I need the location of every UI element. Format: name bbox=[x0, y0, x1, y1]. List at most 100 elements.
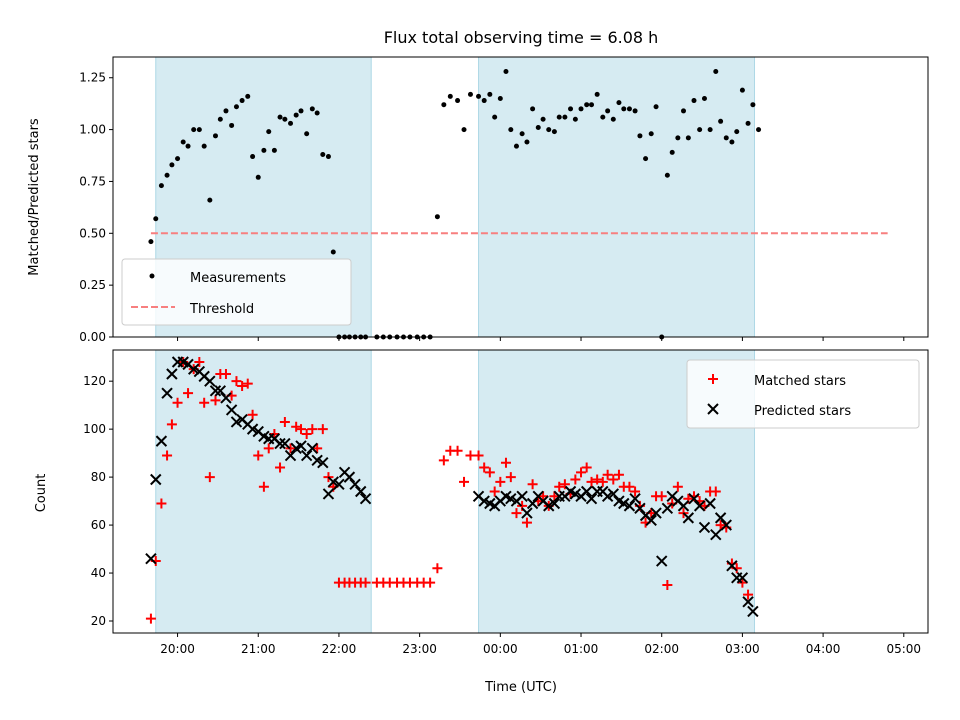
legend-bottom: Matched stars Predicted stars bbox=[686, 359, 920, 429]
matched-point-7 bbox=[183, 388, 194, 399]
top-point-53 bbox=[455, 98, 461, 104]
top-point-54 bbox=[461, 127, 467, 133]
top-point-91 bbox=[664, 172, 670, 178]
matched-point-53 bbox=[452, 445, 463, 456]
predicted-point-14 bbox=[220, 392, 232, 404]
bottom-axes-frame bbox=[112, 349, 929, 634]
matched-point-78 bbox=[592, 474, 603, 485]
top-point-108 bbox=[756, 127, 762, 133]
predicted-point-79 bbox=[677, 500, 690, 512]
matched-point-26 bbox=[285, 443, 296, 454]
top-point-11 bbox=[207, 197, 213, 203]
predicted-point-1 bbox=[150, 473, 162, 486]
top-point-88 bbox=[648, 131, 654, 137]
x-axis-label: Time (UTC) bbox=[484, 680, 557, 695]
matched-point-80 bbox=[602, 469, 613, 480]
matched-point-29 bbox=[301, 428, 312, 439]
top-point-83 bbox=[621, 106, 627, 112]
bottom-y-tick-label-3: 80 bbox=[91, 470, 106, 484]
predicted-point-13 bbox=[214, 385, 227, 397]
predicted-point-37 bbox=[343, 471, 356, 483]
top-point-89 bbox=[653, 104, 659, 110]
predicted-point-28 bbox=[295, 440, 307, 452]
top-point-23 bbox=[271, 147, 277, 153]
matched-point-90 bbox=[656, 491, 667, 502]
top-point-30 bbox=[309, 106, 315, 112]
top-point-100 bbox=[713, 69, 719, 75]
x-tick-label-6: 02:00 bbox=[644, 642, 679, 656]
top-y-tick-label-4: 1.00 bbox=[79, 123, 106, 137]
bottom-panel: 20 40 60 80 100 120 20:00 21:00 22:00 23:00 00:00 0… bbox=[83, 349, 929, 656]
predicted-point-4 bbox=[166, 368, 178, 380]
predicted-point-80 bbox=[682, 512, 695, 524]
top-point-32 bbox=[320, 151, 326, 157]
top-point-63 bbox=[513, 143, 519, 149]
top-point-0 bbox=[148, 239, 154, 245]
matched-point-17 bbox=[237, 380, 248, 391]
top-y-tick-label-3: 0.75 bbox=[79, 174, 106, 188]
top-point-64 bbox=[519, 131, 525, 137]
predicted-point-2 bbox=[155, 435, 168, 447]
top-point-59 bbox=[492, 114, 498, 120]
matched-point-12 bbox=[210, 395, 221, 406]
matched-point-59 bbox=[489, 486, 500, 497]
top-point-22 bbox=[266, 129, 272, 135]
top-point-57 bbox=[481, 98, 487, 104]
top-point-84 bbox=[626, 106, 632, 112]
top-point-8 bbox=[191, 127, 197, 133]
predicted-point-61 bbox=[580, 485, 593, 498]
matched-point-51 bbox=[438, 455, 449, 466]
predicted-point-90 bbox=[736, 572, 749, 584]
top-point-18 bbox=[245, 93, 251, 99]
top-point-99 bbox=[707, 127, 713, 133]
top-y-tick-label-5: 1.25 bbox=[79, 71, 106, 85]
top-point-95 bbox=[685, 135, 691, 141]
legend-measurements-marker bbox=[149, 273, 155, 279]
predicted-point-76 bbox=[661, 502, 674, 514]
matched-point-85 bbox=[630, 486, 641, 497]
matched-point-81 bbox=[608, 474, 619, 485]
matched-point-68 bbox=[538, 491, 549, 502]
predicted-point-51 bbox=[526, 497, 539, 510]
top-point-96 bbox=[691, 98, 697, 104]
predicted-point-75 bbox=[656, 555, 668, 567]
top-point-62 bbox=[508, 127, 514, 133]
top-point-97 bbox=[697, 127, 703, 133]
top-point-85 bbox=[632, 108, 638, 114]
top-panel: 0.00 0.25 0.50 0.75 1.00 1.25 bbox=[79, 56, 929, 344]
top-point-65 bbox=[524, 139, 530, 145]
bottom-y-axis-label: Count bbox=[34, 474, 49, 513]
top-point-1 bbox=[153, 216, 159, 222]
bottom-y-tick-label-2: 60 bbox=[91, 518, 106, 532]
top-point-4 bbox=[169, 162, 175, 168]
top-point-79 bbox=[600, 114, 606, 120]
predicted-point-83 bbox=[698, 521, 711, 534]
matched-point-66 bbox=[527, 479, 538, 490]
matched-point-72 bbox=[559, 479, 570, 490]
predicted-point-69 bbox=[623, 500, 636, 512]
top-point-82 bbox=[616, 100, 622, 106]
top-point-70 bbox=[551, 129, 557, 135]
legend-top: Measurements Threshold bbox=[121, 258, 352, 326]
matched-point-14 bbox=[220, 368, 231, 379]
matched-point-31 bbox=[312, 443, 323, 454]
top-axes-frame bbox=[112, 56, 929, 338]
matched-point-100 bbox=[710, 486, 721, 497]
predicted-point-85 bbox=[710, 528, 722, 541]
top-y-axis-label: Matched/Predicted stars bbox=[27, 118, 42, 276]
top-point-73 bbox=[568, 106, 574, 112]
matched-point-20 bbox=[253, 450, 264, 461]
matched-point-24 bbox=[275, 462, 286, 473]
predicted-point-50 bbox=[521, 507, 533, 519]
legend-measurements-label: Measurements bbox=[190, 271, 286, 286]
matched-point-76 bbox=[581, 462, 592, 473]
top-point-10 bbox=[201, 143, 207, 149]
x-tick-label-7: 03:00 bbox=[725, 642, 760, 656]
predicted-point-91 bbox=[742, 596, 754, 608]
matched-point-106 bbox=[743, 589, 754, 600]
matched-point-10 bbox=[199, 397, 210, 408]
top-point-105 bbox=[739, 87, 745, 93]
predicted-point-87 bbox=[720, 519, 732, 531]
matched-point-57 bbox=[479, 462, 490, 473]
